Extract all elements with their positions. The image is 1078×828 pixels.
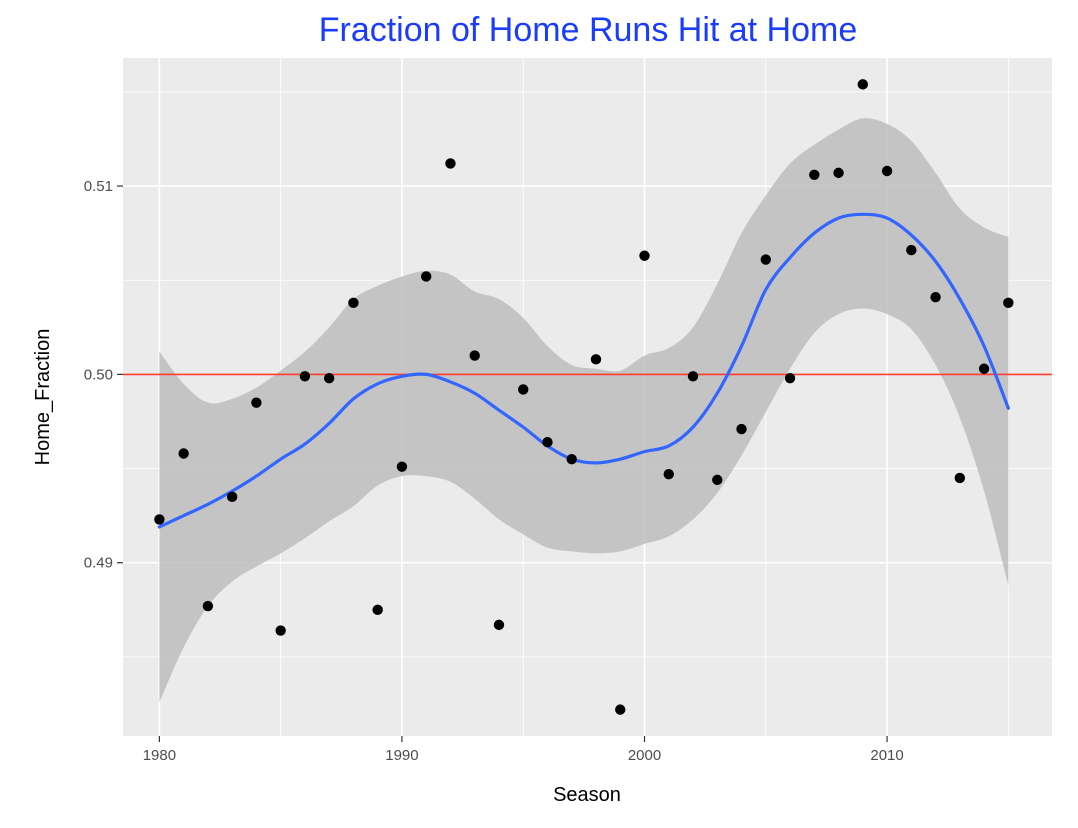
x-tick-label: 1980 [143,747,176,764]
y-axis-ticks: 0.49 0.50 0.51 [84,178,123,572]
data-point [323,372,335,384]
smooth-curve [157,212,1010,529]
data-point [178,448,189,459]
data-point [445,158,456,169]
x-tick-label: 2000 [628,747,661,764]
confidence-band [159,118,1009,703]
data-point [930,291,941,303]
data-point [566,453,577,465]
data-point [396,461,408,472]
data-point [299,371,311,382]
data-point [809,169,820,180]
data-point [736,423,747,435]
y-tick-label: 0.51 [84,178,113,195]
data-point [518,384,529,395]
y-tick-label: 0.49 [84,555,113,572]
data-point [906,244,917,256]
data-point [348,297,359,309]
data-point [857,79,869,90]
data-point [590,354,602,365]
y-tick-label: 0.50 [84,366,113,383]
x-tick-label: 1990 [385,747,418,764]
y-axis-label: Home_Fraction [32,329,54,466]
x-axis-ticks: 1980 1990 2000 2010 [143,736,904,764]
data-point [615,704,626,715]
data-points [154,79,1014,715]
chart-title: Fraction of Home Runs Hit at Home [319,11,858,49]
data-point [251,397,262,408]
data-point [833,167,844,179]
data-point [712,474,723,486]
data-point [542,437,553,448]
data-point [154,514,165,525]
data-point [760,254,771,265]
data-point [469,350,480,361]
data-point [372,604,383,616]
data-point [784,372,796,384]
data-point [978,363,990,374]
data-point [881,165,893,177]
data-point [687,371,699,382]
data-point [493,619,505,631]
data-point [226,491,238,503]
data-point [639,250,650,261]
data-point [1003,297,1014,309]
data-point [275,625,286,636]
data-point [420,271,432,282]
data-point [663,469,674,480]
data-point [202,600,214,612]
data-point [954,472,966,484]
x-axis-label: Season [553,784,621,806]
x-tick-label: 2010 [870,747,903,764]
